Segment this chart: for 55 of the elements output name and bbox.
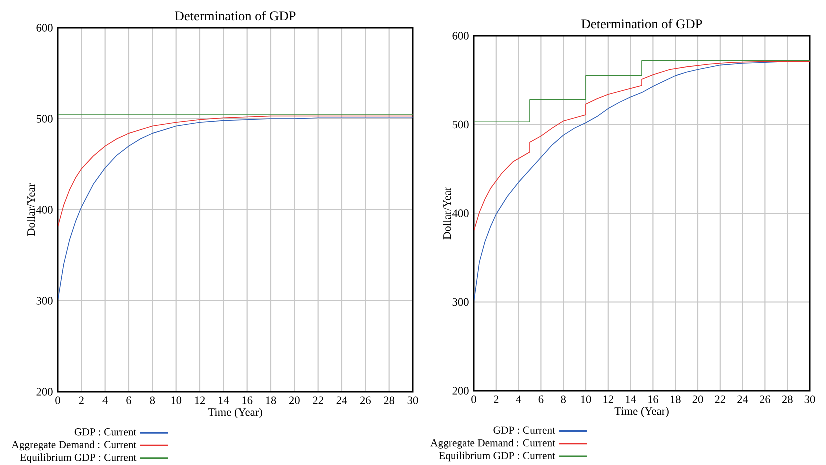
x-tick-label: 12 [604, 396, 614, 404]
line-series [474, 61, 810, 232]
x-tick-label: 18 [670, 396, 681, 404]
x-tick-label: 24 [336, 396, 348, 404]
legend-label: Equilibrium GDP : Current [439, 452, 556, 462]
x-tick-label: 4 [516, 396, 522, 404]
x-tick-label: 2 [79, 396, 84, 404]
x-tick-label: 0 [56, 396, 60, 404]
x-tick-label: 20 [692, 396, 704, 404]
legend-label: GDP : Current [494, 426, 556, 434]
legend-label: Aggregate Demand : Current [12, 440, 137, 451]
x-tick-label: 24 [738, 396, 748, 404]
x-tick-label: 10 [581, 396, 592, 404]
y-tick-label: 200 [36, 388, 53, 396]
x-tick-label: 22 [313, 396, 324, 404]
y-tick-label: 500 [452, 120, 469, 129]
x-tick-label: 0 [472, 396, 476, 404]
x-tick-label: 8 [150, 396, 156, 404]
y-tick-label: 300 [36, 297, 53, 305]
x-tick-label: 6 [538, 396, 544, 404]
x-tick-label: 14 [219, 396, 230, 404]
x-tick-label: 2 [494, 396, 499, 404]
x-tick-label: 10 [172, 396, 182, 404]
x-tick-label: 6 [126, 396, 132, 404]
y-tick-label: 600 [36, 24, 53, 32]
x-tick-label: 8 [561, 396, 566, 404]
legend-label: Equilibrium GDP : Current [20, 454, 137, 464]
x-tick-label: 4 [102, 396, 108, 404]
x-tick-label: 16 [242, 396, 253, 404]
legend-label: Aggregate Demand : Current [430, 439, 556, 449]
y-tick-label: 200 [452, 387, 469, 395]
x-tick-label: 26 [760, 396, 771, 404]
chart-title: Determination of GDP [582, 19, 702, 29]
x-axis-title: Time (Year) [208, 408, 262, 418]
legend-label: GDP : Current [74, 428, 137, 436]
chart-title: Determination of GDP [175, 11, 296, 21]
x-tick-label: 20 [290, 396, 300, 404]
x-axis-title: Time (Year) [614, 407, 669, 418]
x-tick-label: 16 [648, 396, 659, 404]
x-tick-label: 14 [626, 396, 636, 404]
x-tick-label: 28 [384, 396, 395, 404]
y-axis-title: Dollar/Year [27, 184, 36, 236]
x-tick-label: 28 [782, 396, 793, 404]
y-tick-label: 400 [452, 210, 469, 218]
x-tick-label: 26 [360, 396, 371, 404]
y-tick-label: 500 [36, 115, 53, 123]
y-axis-title: Dollar/Year [443, 187, 452, 240]
x-tick-label: 30 [408, 396, 418, 404]
x-tick-label: 30 [804, 396, 816, 404]
x-tick-label: 22 [715, 396, 726, 404]
y-tick-label: 400 [36, 206, 53, 214]
x-tick-label: 18 [266, 396, 276, 404]
y-tick-label: 300 [452, 298, 469, 306]
x-tick-label: 12 [195, 396, 206, 404]
y-tick-label: 600 [452, 32, 469, 40]
